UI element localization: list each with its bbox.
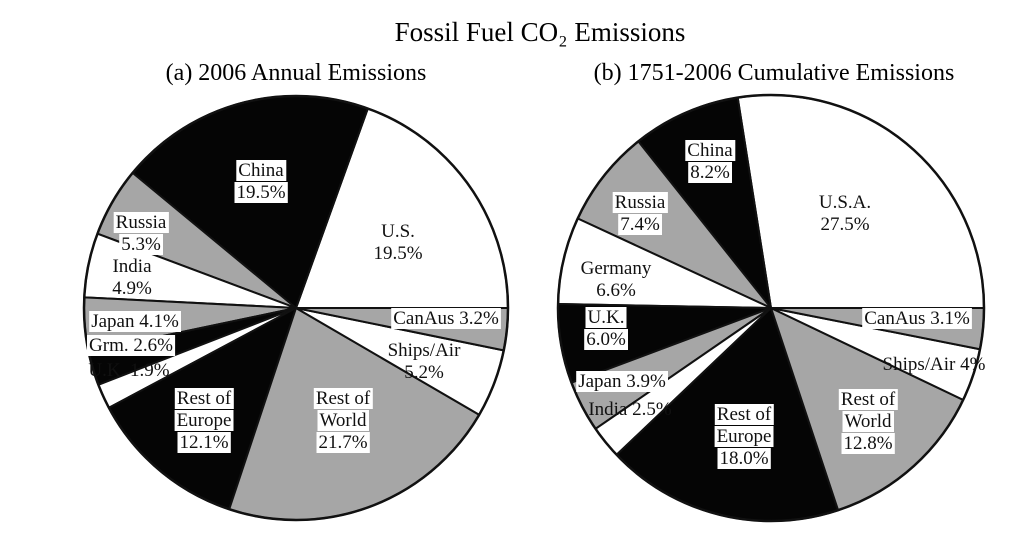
label-background (313, 388, 373, 409)
slice-name-label: Grm. 2.6% (89, 335, 173, 356)
slice-label-grm: Grm. 2.6% (87, 335, 176, 356)
label-background (174, 410, 234, 431)
figure-title: Fossil Fuel CO₂ Emissions (395, 17, 686, 47)
label-background (714, 404, 774, 425)
label-background (576, 371, 668, 392)
label-background (841, 433, 895, 454)
slice-name-label: Europe (177, 410, 232, 431)
slice-label-japan: Japan 4.1% (89, 311, 181, 332)
label-background (717, 448, 771, 469)
label-background (842, 411, 894, 432)
label-background (236, 160, 287, 181)
label-background (234, 182, 288, 203)
label-background (862, 308, 972, 329)
slice-label-u-s-a: U.S.A.27.5% (819, 192, 871, 235)
slice-label-u-k: U.K. 1.9% (88, 360, 169, 381)
label-background (316, 432, 370, 453)
slice-value-label: 19.5% (373, 243, 422, 264)
slice-label-ships-air: Ships/Air 4% (883, 354, 986, 375)
label-background (585, 307, 627, 328)
chart-b-title: (b) 1751-2006 Cumulative Emissions (594, 60, 955, 86)
slice-name-label: U.S. (381, 221, 415, 242)
slice-label-canaus: CanAus 3.1% (862, 308, 972, 329)
slice-label-u-s: U.S.19.5% (373, 221, 422, 264)
slice-name-label: CanAus 3.2% (393, 308, 499, 329)
slice-name-label: World (844, 411, 892, 432)
slice-value-label: 5.3% (121, 234, 161, 255)
slice-value-label: 6.6% (596, 280, 636, 301)
label-background (685, 140, 736, 161)
slice-name-label: U.S.A. (819, 192, 871, 213)
pie-chart-annual: U.S.19.5%China19.5%Russia5.3%India4.9%Ja… (82, 94, 510, 522)
chart-a-title: (a) 2006 Annual Emissions (166, 60, 427, 86)
label-background (119, 234, 163, 255)
slice-name-label: U.K. (588, 307, 625, 328)
slice-label-u-k: U.K.6.0% (584, 307, 628, 350)
slice-label-canaus: CanAus 3.2% (391, 308, 501, 329)
slice-name-label: CanAus 3.1% (864, 308, 970, 329)
label-background (317, 410, 369, 431)
slice-name-label: Japan 4.1% (91, 311, 179, 332)
slice-value-label: 6.0% (586, 329, 626, 350)
label-background (87, 335, 176, 356)
slice-value-label: 19.5% (236, 182, 285, 203)
slice-name-label: Rest of (177, 388, 232, 409)
label-background (177, 432, 231, 453)
slice-name-label: Rest of (841, 389, 896, 410)
slice-name-label: U.K. 1.9% (88, 360, 169, 381)
label-background (391, 308, 501, 329)
slice-name-label: Rest of (717, 404, 772, 425)
slice-name-label: Ships/Air (388, 340, 462, 361)
slice-name-label: India (112, 256, 152, 277)
pie-outline (556, 93, 986, 523)
slice-value-label: 12.1% (179, 432, 228, 453)
label-background (714, 426, 774, 447)
label-background (584, 329, 628, 350)
slice-value-label: 4.9% (112, 278, 152, 299)
slice-value-label: 18.0% (719, 448, 768, 469)
slice-value-label: 27.5% (820, 214, 869, 235)
slice-name-label: Russia (615, 192, 666, 213)
label-background (612, 192, 668, 213)
slice-name-label: Japan 3.9% (578, 371, 666, 392)
slice-name-label: World (319, 410, 367, 431)
label-background (618, 214, 662, 235)
slice-label-india: India 2.5% (588, 399, 672, 420)
slice-label-japan: Japan 3.9% (576, 371, 668, 392)
slice-name-label: Germany (581, 258, 652, 279)
label-background (89, 311, 181, 332)
slice-name-label: China (687, 140, 733, 161)
label-background (113, 212, 169, 233)
label-background (838, 389, 898, 410)
slice-name-label: Europe (717, 426, 772, 447)
slice-value-label: 8.2% (690, 162, 730, 183)
slice-name-label: Russia (116, 212, 167, 233)
label-background (174, 388, 234, 409)
slice-name-label: India 2.5% (588, 399, 672, 420)
slice-name-label: Rest of (316, 388, 371, 409)
slice-value-label: 21.7% (318, 432, 367, 453)
slice-name-label: China (238, 160, 284, 181)
slice-value-label: 7.4% (620, 214, 660, 235)
pie-outline (82, 94, 510, 522)
slice-value-label: 12.8% (843, 433, 892, 454)
label-background (688, 162, 732, 183)
slice-value-label: 5.2% (404, 362, 444, 383)
slice-name-label: Ships/Air 4% (883, 354, 986, 375)
